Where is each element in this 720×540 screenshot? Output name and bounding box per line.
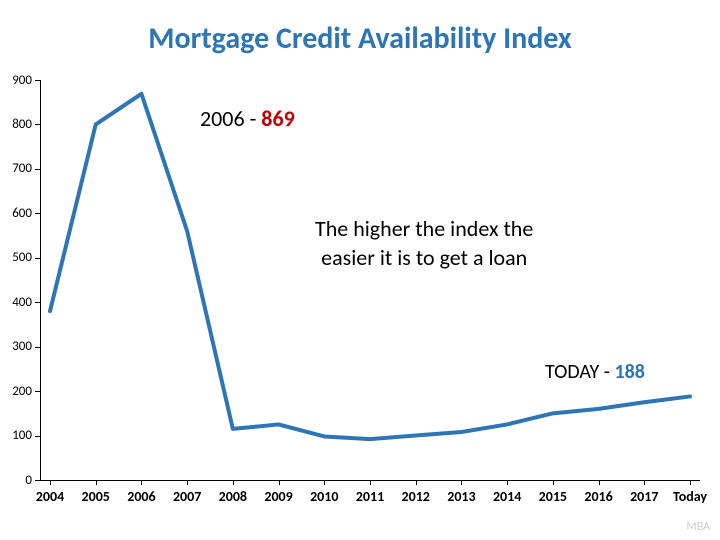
x-tick-label: 2005 bbox=[74, 488, 118, 505]
y-tick-mark bbox=[35, 480, 40, 481]
y-tick-label: 700 bbox=[2, 161, 32, 176]
x-tick-mark bbox=[553, 480, 554, 485]
y-tick-mark bbox=[35, 302, 40, 303]
x-tick-label: 2010 bbox=[302, 488, 346, 505]
annotation-explain-line1: The higher the index the bbox=[315, 215, 533, 244]
x-tick-label: 2006 bbox=[119, 488, 163, 505]
x-tick-mark bbox=[279, 480, 280, 485]
x-tick-label: 2016 bbox=[577, 488, 621, 505]
y-tick-label: 400 bbox=[2, 295, 32, 310]
slide: Mortgage Credit Availability Index 01002… bbox=[0, 0, 720, 540]
x-tick-mark bbox=[599, 480, 600, 485]
x-tick-mark bbox=[644, 480, 645, 485]
y-tick-label: 800 bbox=[2, 117, 32, 132]
x-tick-mark bbox=[690, 480, 691, 485]
annotation-explain: The higher the index the easier it is to… bbox=[315, 215, 533, 272]
x-tick-mark bbox=[187, 480, 188, 485]
x-tick-mark bbox=[233, 480, 234, 485]
x-tick-label: 2015 bbox=[531, 488, 575, 505]
y-tick-label: 200 bbox=[2, 384, 32, 399]
y-tick-label: 500 bbox=[2, 250, 32, 265]
y-tick-mark bbox=[35, 169, 40, 170]
x-tick-mark bbox=[50, 480, 51, 485]
x-tick-mark bbox=[141, 480, 142, 485]
source-label: MBA bbox=[686, 520, 710, 534]
y-tick-label: 0 bbox=[2, 473, 32, 488]
y-tick-mark bbox=[35, 347, 40, 348]
x-tick-label: 2008 bbox=[211, 488, 255, 505]
chart-title: Mortgage Credit Availability Index bbox=[0, 20, 720, 57]
x-tick-label: 2012 bbox=[394, 488, 438, 505]
y-tick-label: 600 bbox=[2, 206, 32, 221]
x-tick-mark bbox=[324, 480, 325, 485]
x-tick-label: 2011 bbox=[348, 488, 392, 505]
y-tick-label: 900 bbox=[2, 73, 32, 88]
x-tick-label: 2009 bbox=[257, 488, 301, 505]
x-tick-label: 2014 bbox=[485, 488, 529, 505]
annotation-peak-prefix: 2006 - bbox=[200, 105, 261, 132]
annotation-today-prefix: TODAY - bbox=[545, 360, 614, 384]
x-tick-label: Today bbox=[668, 488, 712, 505]
y-tick-mark bbox=[35, 80, 40, 81]
x-tick-mark bbox=[507, 480, 508, 485]
line-series bbox=[40, 80, 700, 480]
y-tick-mark bbox=[35, 124, 40, 125]
y-tick-label: 300 bbox=[2, 339, 32, 354]
annotation-today-value: 188 bbox=[614, 360, 644, 384]
x-tick-label: 2004 bbox=[28, 488, 72, 505]
annotation-peak: 2006 - 869 bbox=[200, 105, 295, 132]
x-tick-mark bbox=[461, 480, 462, 485]
x-tick-label: 2007 bbox=[165, 488, 209, 505]
x-tick-mark bbox=[96, 480, 97, 485]
y-tick-mark bbox=[35, 436, 40, 437]
annotation-explain-line2: easier it is to get a loan bbox=[315, 244, 533, 273]
x-tick-label: 2013 bbox=[439, 488, 483, 505]
x-tick-mark bbox=[370, 480, 371, 485]
y-tick-mark bbox=[35, 391, 40, 392]
x-tick-mark bbox=[416, 480, 417, 485]
y-tick-mark bbox=[35, 258, 40, 259]
chart-plot-area: 0100200300400500600700800900200420052006… bbox=[40, 80, 700, 480]
annotation-peak-value: 869 bbox=[261, 105, 294, 132]
y-tick-mark bbox=[35, 213, 40, 214]
y-tick-label: 100 bbox=[2, 428, 32, 443]
x-tick-label: 2017 bbox=[622, 488, 666, 505]
annotation-today: TODAY - 188 bbox=[545, 360, 645, 384]
